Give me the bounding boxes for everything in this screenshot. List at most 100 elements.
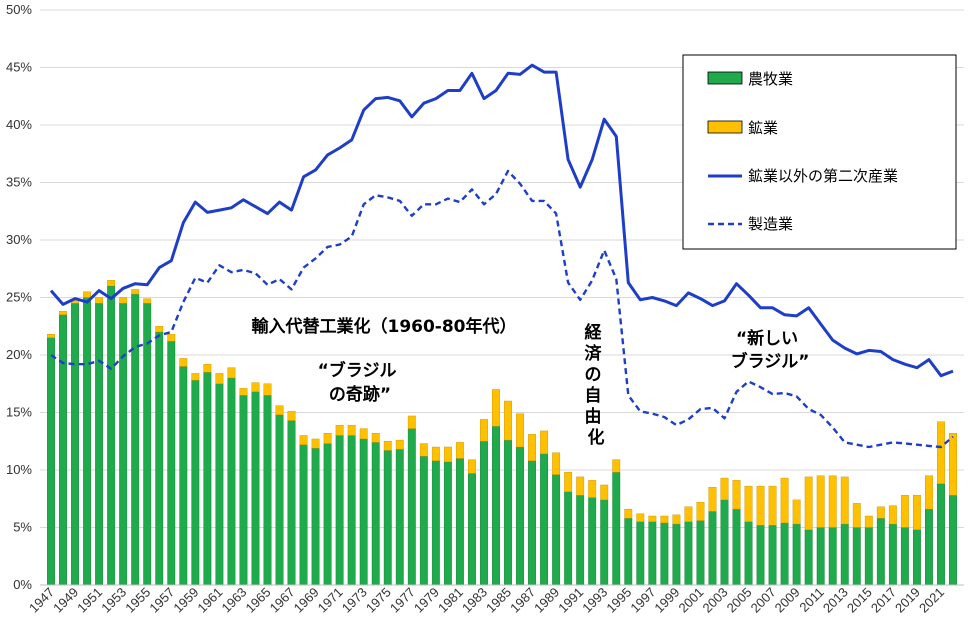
bar-mining: [431, 446, 440, 462]
bar-agriculture: [407, 428, 416, 586]
x-tick-label: 1977: [387, 585, 418, 616]
x-tick-label: 2021: [916, 585, 947, 616]
bar-agriculture: [468, 473, 476, 586]
bar-mining: [552, 452, 561, 475]
bar-agriculture: [648, 521, 657, 586]
legend-label-manufacturing: 製造業: [748, 215, 793, 233]
x-tick-label: 1963: [218, 584, 249, 615]
bar-mining: [576, 476, 585, 496]
bar-agriculture: [299, 444, 308, 586]
x-tick-label: 2001: [675, 584, 706, 615]
bar-mining: [407, 415, 416, 429]
y-tick-label: 40%: [6, 117, 32, 132]
bar-mining: [540, 430, 549, 455]
bar-mining: [383, 441, 392, 451]
legend: 農牧業 鉱業 鉱業以外の第二次産業 製造業: [682, 54, 957, 250]
bar-agriculture: [756, 525, 765, 586]
x-tick-label: 1949: [50, 585, 81, 616]
bar-agriculture: [203, 372, 212, 586]
x-tick-label: 1969: [291, 585, 322, 616]
bar-agriculture: [227, 377, 236, 586]
bar-mining: [516, 413, 524, 448]
bar-agriculture: [528, 460, 536, 586]
y-tick-label: 35%: [6, 175, 32, 190]
bar-agriculture: [744, 521, 753, 586]
bar-agriculture: [215, 383, 224, 586]
bar-agriculture: [179, 366, 188, 586]
legend-label-industry: 鉱業以外の第二次産業: [748, 167, 898, 185]
bar-mining: [828, 475, 837, 528]
bar-mining: [455, 442, 464, 459]
annotations: 輸入代替工業化（1960-80年代） “ブラジル の奇跡” 経 済 の 自 由 …: [251, 316, 809, 448]
bar-mining: [299, 435, 308, 445]
bar-mining: [371, 433, 380, 443]
bar-mining: [600, 484, 609, 501]
bar-mining: [119, 297, 128, 304]
bar-mining: [612, 459, 621, 473]
bar-mining: [564, 472, 573, 493]
bar-agriculture: [83, 297, 92, 586]
x-axis-ticks: 1947194919511953195519571959196119631965…: [26, 584, 947, 615]
annotation-import-substitution: 輸入代替工業化（1960-80年代）: [251, 316, 516, 337]
bar-mining: [323, 433, 332, 444]
bar-agriculture: [540, 453, 549, 586]
x-tick-label: 1953: [98, 585, 129, 616]
x-tick-label: 1985: [483, 585, 514, 616]
bar-mining: [588, 480, 597, 498]
legend-label-agriculture: 農牧業: [748, 70, 793, 88]
bar-mining: [107, 280, 116, 287]
x-tick-label: 1973: [339, 585, 370, 616]
bar-mining: [756, 485, 765, 526]
bar-agriculture: [852, 527, 861, 586]
bar-agriculture: [888, 523, 897, 586]
bar-agriculture: [263, 395, 272, 586]
bar-mining: [660, 515, 669, 524]
bar-agriculture: [552, 474, 561, 586]
bars: [47, 280, 957, 586]
bar-agriculture: [660, 522, 669, 586]
bar-mining: [191, 373, 200, 381]
x-tick-label: 1951: [74, 585, 105, 616]
bar-mining: [131, 289, 140, 295]
x-tick-label: 2013: [820, 585, 851, 616]
bar-mining: [744, 485, 753, 522]
y-tick-label: 0%: [13, 577, 32, 592]
annotation-liberalization: 経 済 の 自 由 化: [585, 322, 608, 448]
y-tick-label: 15%: [6, 405, 32, 420]
annotation-brazil-miracle: “ブラジル の奇跡”: [318, 360, 403, 405]
bar-agriculture: [383, 450, 392, 586]
x-tick-label: 2019: [892, 585, 923, 616]
bar-agriculture: [588, 497, 597, 586]
bar-agriculture: [564, 491, 573, 586]
bar-agriculture: [840, 523, 849, 586]
bar-agriculture: [696, 520, 705, 586]
x-tick-label: 1993: [579, 584, 610, 615]
bar-mining: [708, 487, 717, 512]
x-tick-label: 1981: [435, 585, 466, 616]
x-tick-label: 1961: [194, 585, 225, 616]
x-tick-label: 2015: [844, 585, 875, 616]
x-tick-label: 1997: [627, 584, 658, 615]
bar-agriculture: [480, 441, 488, 586]
line-industry-excl-mining: [49, 63, 954, 378]
bar-mining: [263, 383, 272, 396]
bar-mining: [636, 513, 645, 522]
bar-mining: [47, 334, 55, 338]
bar-agriculture: [347, 435, 356, 586]
x-tick-label: 1989: [531, 585, 562, 616]
bar-mining: [925, 475, 933, 510]
bar-agriculture: [431, 460, 440, 586]
bar-mining: [468, 459, 476, 474]
bar-mining: [672, 514, 681, 525]
bar-agriculture: [600, 499, 609, 586]
bar-mining: [203, 364, 212, 373]
x-tick-label: 2017: [868, 585, 899, 616]
bar-mining: [179, 358, 188, 367]
y-tick-label: 45%: [6, 60, 32, 75]
bar-mining: [648, 515, 657, 522]
bar-mining: [443, 446, 452, 463]
bar-agriculture: [612, 472, 621, 586]
bar-agriculture: [59, 314, 67, 586]
y-tick-label: 5%: [13, 520, 32, 535]
legend-swatch-agriculture: [707, 71, 743, 85]
